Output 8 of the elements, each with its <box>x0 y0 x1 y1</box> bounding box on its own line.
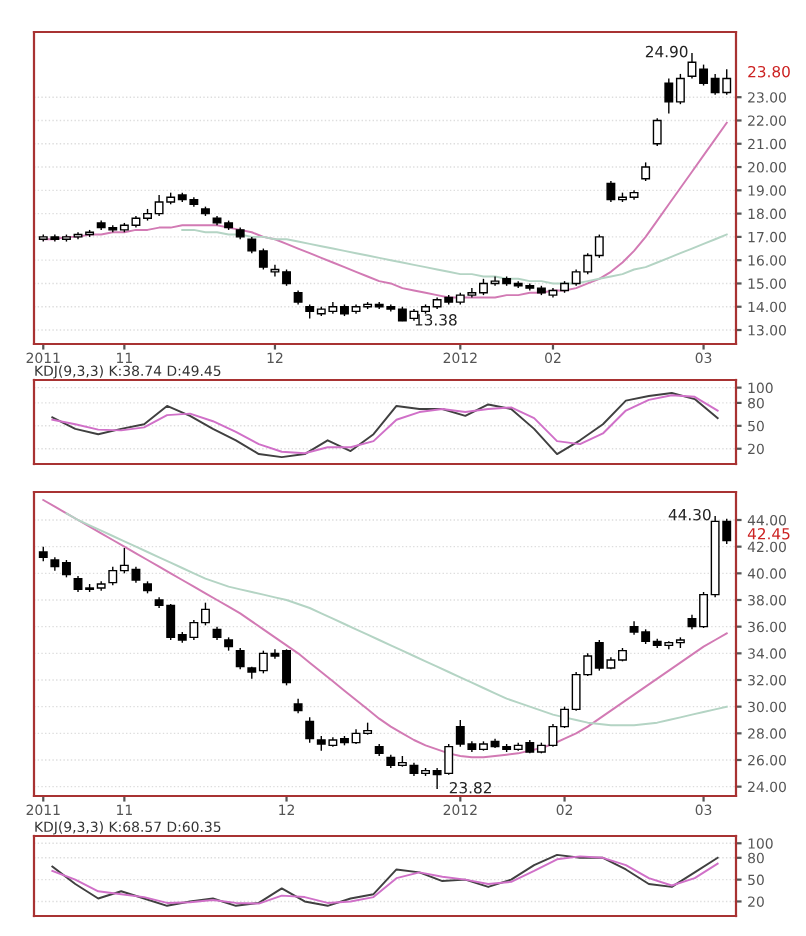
line-series <box>181 228 728 285</box>
line-series <box>42 499 728 759</box>
candlestick <box>305 716 315 744</box>
candlestick <box>652 117 662 147</box>
candlestick <box>235 647 245 671</box>
candlestick <box>641 161 651 182</box>
line-series <box>42 121 728 299</box>
line-series <box>65 512 728 727</box>
